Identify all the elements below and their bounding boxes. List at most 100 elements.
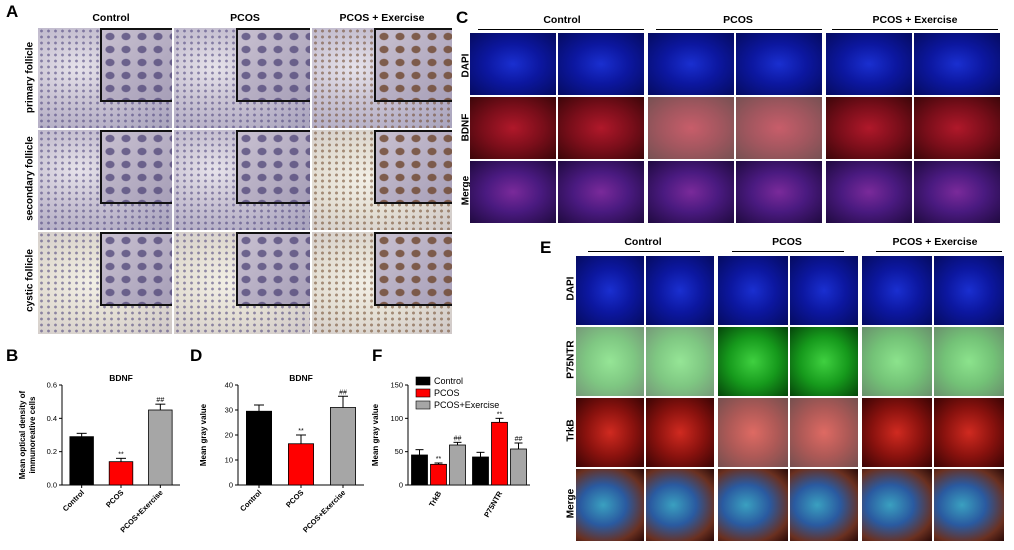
significance-mark: **: [298, 428, 304, 435]
significance-mark: ##: [454, 435, 462, 442]
if-c-dapi-2: [558, 33, 644, 95]
x-category-label: PCOS: [104, 488, 125, 509]
x-category-label: PCOS: [284, 488, 305, 509]
panel-c-sep-control: [478, 29, 644, 30]
if-e-merge-5: [862, 469, 932, 541]
if-c-bdnf-3: [648, 97, 734, 159]
legend-label: Control: [434, 376, 463, 386]
x-category-label: TrkB: [427, 489, 443, 508]
if-c-dapi-4: [736, 33, 822, 95]
if-c-dapi-3: [648, 33, 734, 95]
y-axis-label: immunoreative cells: [28, 396, 37, 473]
y-tick-label: 150: [390, 381, 403, 390]
chart-title: BDNF: [109, 373, 133, 383]
x-category-label: Control: [238, 488, 263, 513]
bar: [69, 436, 94, 486]
bar: [329, 407, 356, 486]
if-e-trkb-4: [790, 398, 858, 467]
ihc-inset: [100, 130, 172, 204]
ihc-inset: [374, 130, 452, 204]
chart-d: BDNF Mean gray value 0 10 20 30 40 Control ** PCO…: [199, 373, 364, 534]
panel-a-col-pcos: PCOS: [230, 12, 260, 24]
ihc-inset: [236, 130, 310, 204]
legend-swatch: [415, 400, 431, 410]
if-e-dapi-1: [576, 256, 644, 325]
y-tick-label: 0.6: [47, 381, 57, 390]
ihc-pcos-primary: [174, 28, 310, 128]
ihc-inset: [236, 28, 310, 102]
y-tick-label: 40: [225, 381, 233, 390]
ihc-inset: [374, 28, 452, 102]
panel-label-e: E: [540, 238, 552, 257]
y-tick-label: 20: [225, 431, 233, 440]
panel-label-c: C: [456, 8, 469, 27]
legend-swatch: [415, 376, 431, 386]
y-tick-label: 0.0: [47, 481, 57, 490]
bar: [411, 454, 428, 486]
y-tick-label: 100: [390, 414, 403, 423]
y-axis-label: Mean gray value: [199, 403, 208, 466]
if-e-merge-2: [646, 469, 714, 541]
if-c-bdnf-1: [470, 97, 556, 159]
if-c-bdnf-2: [558, 97, 644, 159]
panel-c-sep-pcos: [656, 29, 822, 30]
panel-e-row-merge: Merge: [565, 488, 577, 519]
bar: [491, 421, 508, 486]
if-e-merge-3: [718, 469, 788, 541]
panel-label-a: A: [6, 2, 19, 21]
if-e-dapi-3: [718, 256, 788, 325]
ihc-control-cystic: [38, 232, 172, 334]
if-c-merge-6: [914, 161, 1000, 223]
if-c-dapi-1: [470, 33, 556, 95]
panel-e-row-p75ntr: P75NTR: [565, 340, 577, 379]
if-e-p75-3: [718, 327, 788, 396]
bar: [148, 409, 173, 486]
ihc-inset: [374, 232, 452, 306]
if-e-merge-6: [934, 469, 1004, 541]
bar: [430, 463, 447, 486]
panel-label-b: B: [6, 346, 19, 365]
legend-label: PCOS: [434, 388, 460, 398]
if-c-bdnf-5: [826, 97, 912, 159]
if-e-p75-2: [646, 327, 714, 396]
y-tick-label: 0: [399, 481, 403, 490]
significance-mark: ##: [515, 436, 523, 443]
panel-c-col-control: Control: [543, 14, 581, 26]
panel-a-row-primary: primary follicle: [24, 41, 36, 114]
panel-label-d: D: [190, 346, 203, 365]
if-c-bdnf-4: [736, 97, 822, 159]
if-e-dapi-2: [646, 256, 714, 325]
x-category-label: PCOS+Exercise: [301, 488, 347, 534]
bar: [510, 448, 527, 486]
bar: [108, 461, 134, 486]
panel-e-row-trkb: TrkB: [565, 419, 577, 442]
if-c-merge-3: [648, 161, 734, 223]
bar: [288, 443, 315, 486]
panel-e-col-pcos: PCOS: [772, 236, 802, 248]
panel-e-col-control: Control: [624, 236, 662, 248]
ihc-pcos-cystic: [174, 232, 310, 334]
significance-mark: **: [118, 451, 124, 458]
if-c-merge-2: [558, 161, 644, 223]
panel-e-sep-pcos: [732, 251, 844, 252]
legend-swatch: [415, 388, 431, 398]
if-e-trkb-5: [862, 398, 932, 467]
if-c-bdnf-6: [914, 97, 1000, 159]
ihc-exercise-cystic: [312, 232, 452, 334]
if-e-dapi-5: [862, 256, 932, 325]
significance-mark: **: [497, 411, 503, 418]
ihc-control-secondary: [38, 130, 172, 230]
if-c-merge-1: [470, 161, 556, 223]
bar: [449, 444, 466, 486]
significance-mark: **: [436, 456, 442, 463]
ihc-inset: [100, 232, 172, 306]
y-tick-label: 30: [225, 406, 233, 415]
panel-e-sep-control: [588, 251, 700, 252]
if-c-dapi-6: [914, 33, 1000, 95]
if-e-merge-4: [790, 469, 858, 541]
if-e-trkb-3: [718, 398, 788, 467]
y-tick-label: 50: [395, 447, 403, 456]
y-axis-label: Mean optical density of: [18, 390, 27, 479]
panel-c-sep-exercise: [832, 29, 998, 30]
panel-label-f: F: [372, 346, 383, 365]
